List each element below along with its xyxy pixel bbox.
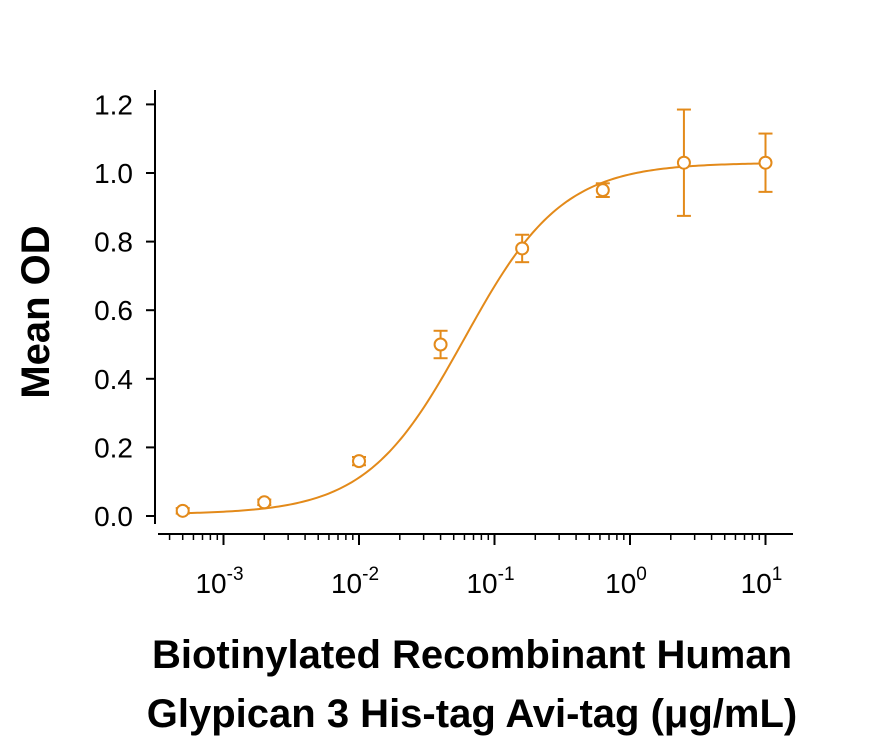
y-tick-label: 0.8 — [94, 227, 133, 258]
point-marker — [676, 155, 691, 170]
y-axis-title: Mean OD — [14, 225, 58, 398]
y-tick-label: 0.4 — [94, 364, 133, 395]
point-marker — [352, 454, 366, 469]
data-point — [758, 132, 773, 193]
point-marker — [433, 337, 448, 352]
y-tick-label: 1.0 — [94, 158, 133, 189]
point-marker — [175, 503, 190, 518]
data-point — [257, 495, 272, 510]
x-tick-label: 10-3 — [195, 564, 243, 599]
point-marker — [758, 155, 773, 170]
data-point — [515, 233, 530, 264]
data-point — [676, 108, 691, 217]
data-point — [433, 329, 448, 360]
x-tick-label: 100 — [605, 564, 647, 599]
y-tick-label: 0.2 — [94, 432, 133, 463]
x-tick-label: 10-2 — [331, 564, 379, 599]
x-tick-label: 10-1 — [466, 564, 514, 599]
fit-curve — [182, 162, 766, 515]
y-tick-label: 1.2 — [94, 89, 133, 120]
x-axis: 10-3 10-2 10-1 100 101 — [158, 533, 793, 599]
data-point — [595, 182, 610, 199]
y-tick-label: 0.0 — [94, 501, 133, 532]
data-points-layer — [175, 108, 773, 518]
point-marker — [595, 183, 610, 198]
data-point — [175, 503, 190, 518]
x-axis-title-line-2: Glypican 3 His-tag Avi-tag (μg/mL) — [147, 692, 797, 736]
y-axis: 0.0 0.2 0.4 0.6 0.8 1.0 1.2 — [94, 89, 156, 532]
point-marker — [257, 495, 272, 510]
x-axis-title-line-1: Biotinylated Recombinant Human — [152, 633, 792, 677]
data-point — [352, 454, 366, 469]
x-tick-label: 101 — [741, 564, 783, 599]
point-marker — [515, 241, 530, 256]
fit-curve-layer — [182, 162, 766, 515]
y-tick-label: 0.6 — [94, 295, 133, 326]
